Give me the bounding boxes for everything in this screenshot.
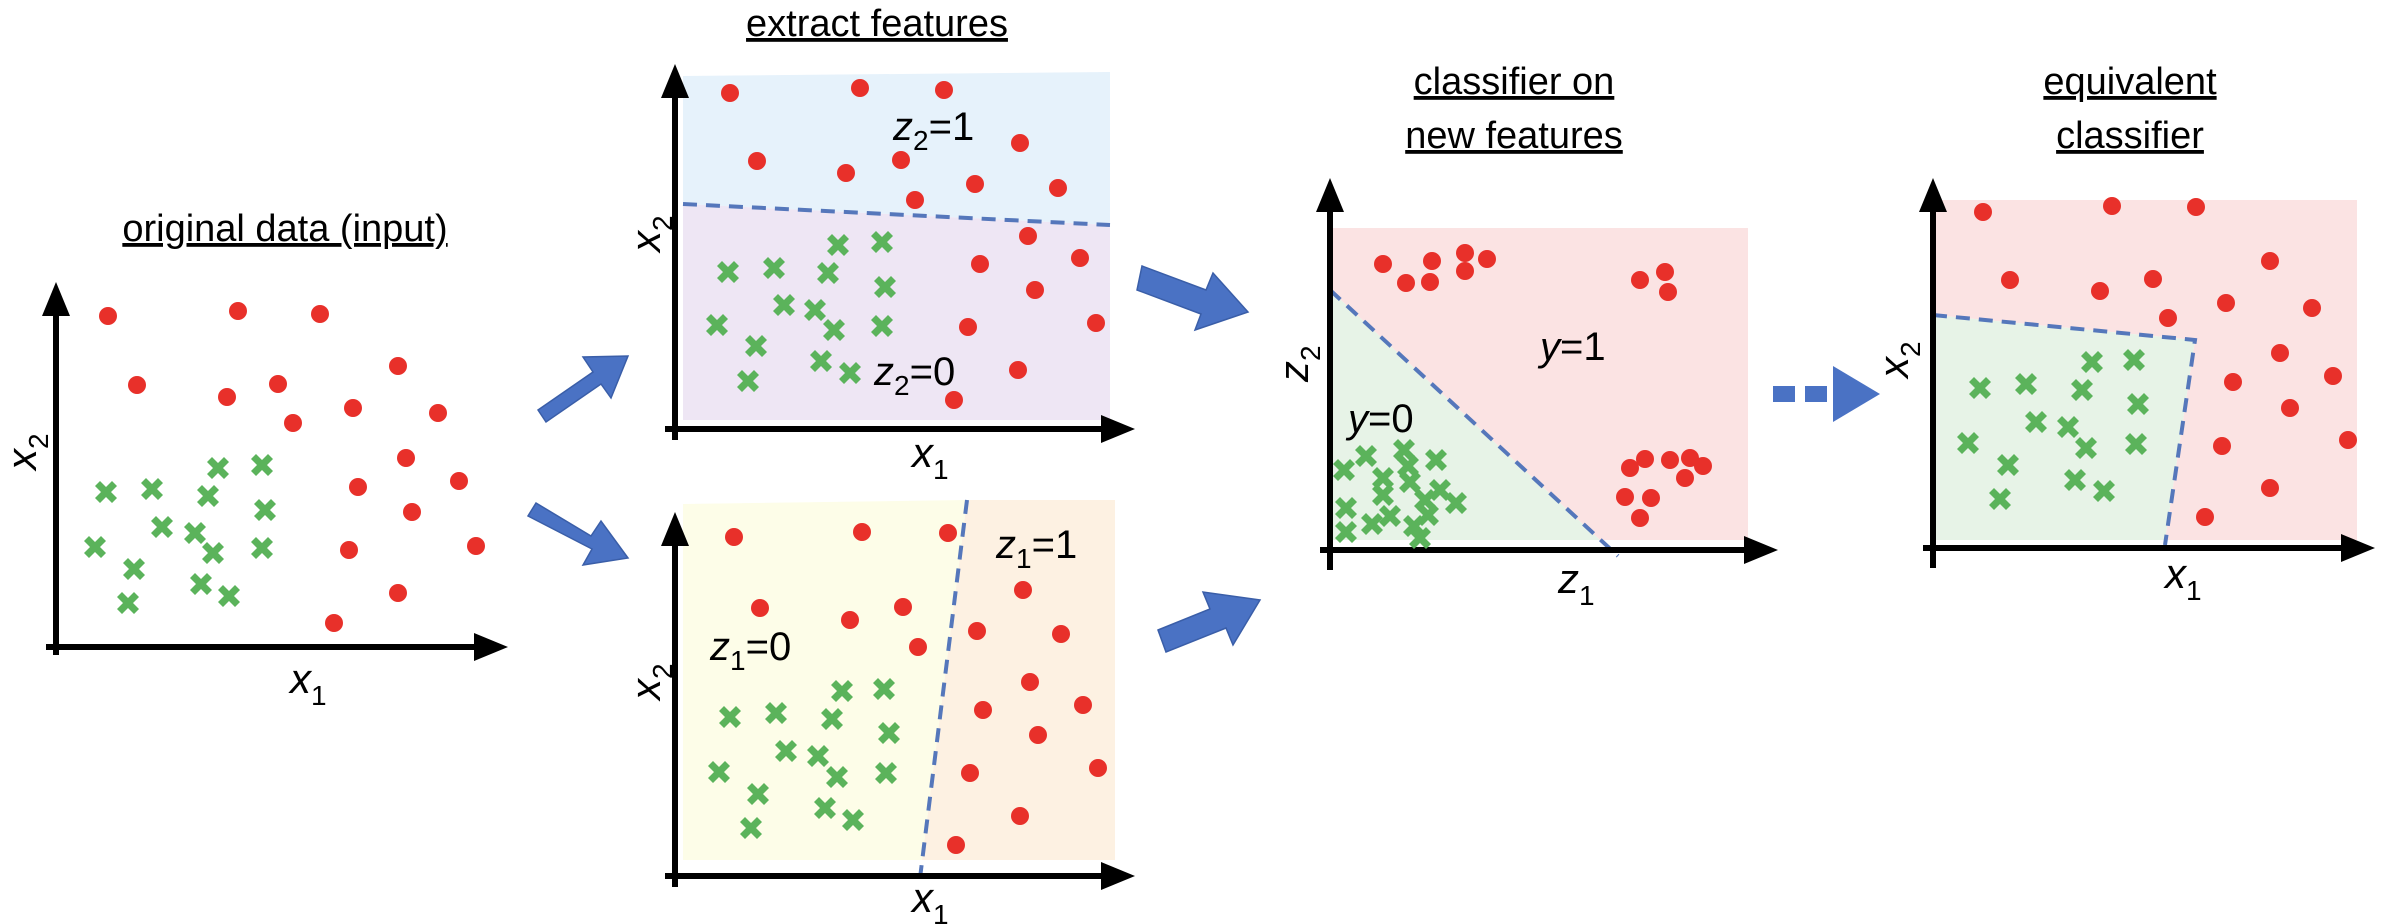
x1-label-z1: x1 [910, 874, 949, 924]
points-classifier-red [1374, 244, 1712, 527]
axes-z2 [661, 64, 1135, 443]
x1-label: x1 [288, 655, 327, 711]
boundary-y [1328, 288, 1620, 558]
flow-arrow-icon [1157, 591, 1262, 653]
boundary-z1 [918, 499, 969, 879]
boundary-z2 [682, 202, 1111, 227]
axes-z1 [661, 512, 1135, 890]
boundary-equivalent [1932, 313, 2198, 546]
axes-equivalent [1919, 178, 2375, 568]
x2-label-z1: x2 [622, 663, 678, 702]
x2-label-z2: x2 [622, 215, 678, 254]
region-label-y-one-eq: =1 [1560, 325, 1606, 369]
flow-arrow-icon [536, 355, 630, 424]
points-original [84, 302, 485, 632]
title-extract: extract features [746, 3, 1008, 45]
points-z2-red [721, 79, 1105, 409]
title-equivalent-line2: classifier [2056, 115, 2204, 157]
region-label-y-one: y [1537, 325, 1563, 369]
points-equivalent-red [1974, 197, 2357, 526]
region-label-y-zero-eq: =0 [1368, 397, 1414, 441]
x1-label-z2: x1 [910, 429, 949, 485]
region-label-z2-zero: z2=0 [873, 350, 955, 401]
region-label-z1-one: z1=1 [995, 523, 1077, 574]
points-classifier-green [1333, 439, 1467, 549]
title-equivalent-line1: equivalent [2043, 61, 2217, 103]
flow-arrow-icon [1136, 264, 1250, 332]
region-label-z2-one: z2=1 [892, 105, 974, 156]
axes-classifier [1316, 178, 1778, 570]
panel-classifier: classifier on new features z1 z2 y =0 y … [1270, 61, 1778, 611]
z2-label: z2 [1270, 345, 1326, 383]
points-equivalent-green [1957, 349, 2149, 510]
panel-original: original data (input) x1 x2 [0, 208, 508, 711]
axes-original [42, 282, 508, 661]
region-label-y-zero: y [1345, 397, 1371, 441]
flow-arrow-icon [526, 501, 630, 566]
panel-extract-z2: extract features x1 x2 z2=1 z2=0 [622, 3, 1135, 485]
points-z1-green [708, 678, 900, 839]
x2-label: x2 [0, 433, 54, 472]
x2-label-equivalent: x2 [1870, 341, 1926, 380]
panel-equivalent: equivalent classifier x1 x2 [1870, 61, 2375, 606]
title-classifier-line1: classifier on [1414, 61, 1615, 103]
dashed-flow-arrow-icon [1773, 366, 1880, 422]
x1-label-equivalent: x1 [2163, 550, 2202, 606]
points-z1-red [725, 523, 1107, 854]
z1-label: z1 [1557, 555, 1595, 611]
title-original: original data (input) [122, 208, 447, 250]
panel-extract-z1: x1 x2 z1=0 z1=1 [622, 499, 1135, 924]
points-z2-green [706, 231, 896, 392]
title-classifier-line2: new features [1405, 115, 1623, 157]
region-label-z1-zero: z1=0 [709, 625, 791, 676]
